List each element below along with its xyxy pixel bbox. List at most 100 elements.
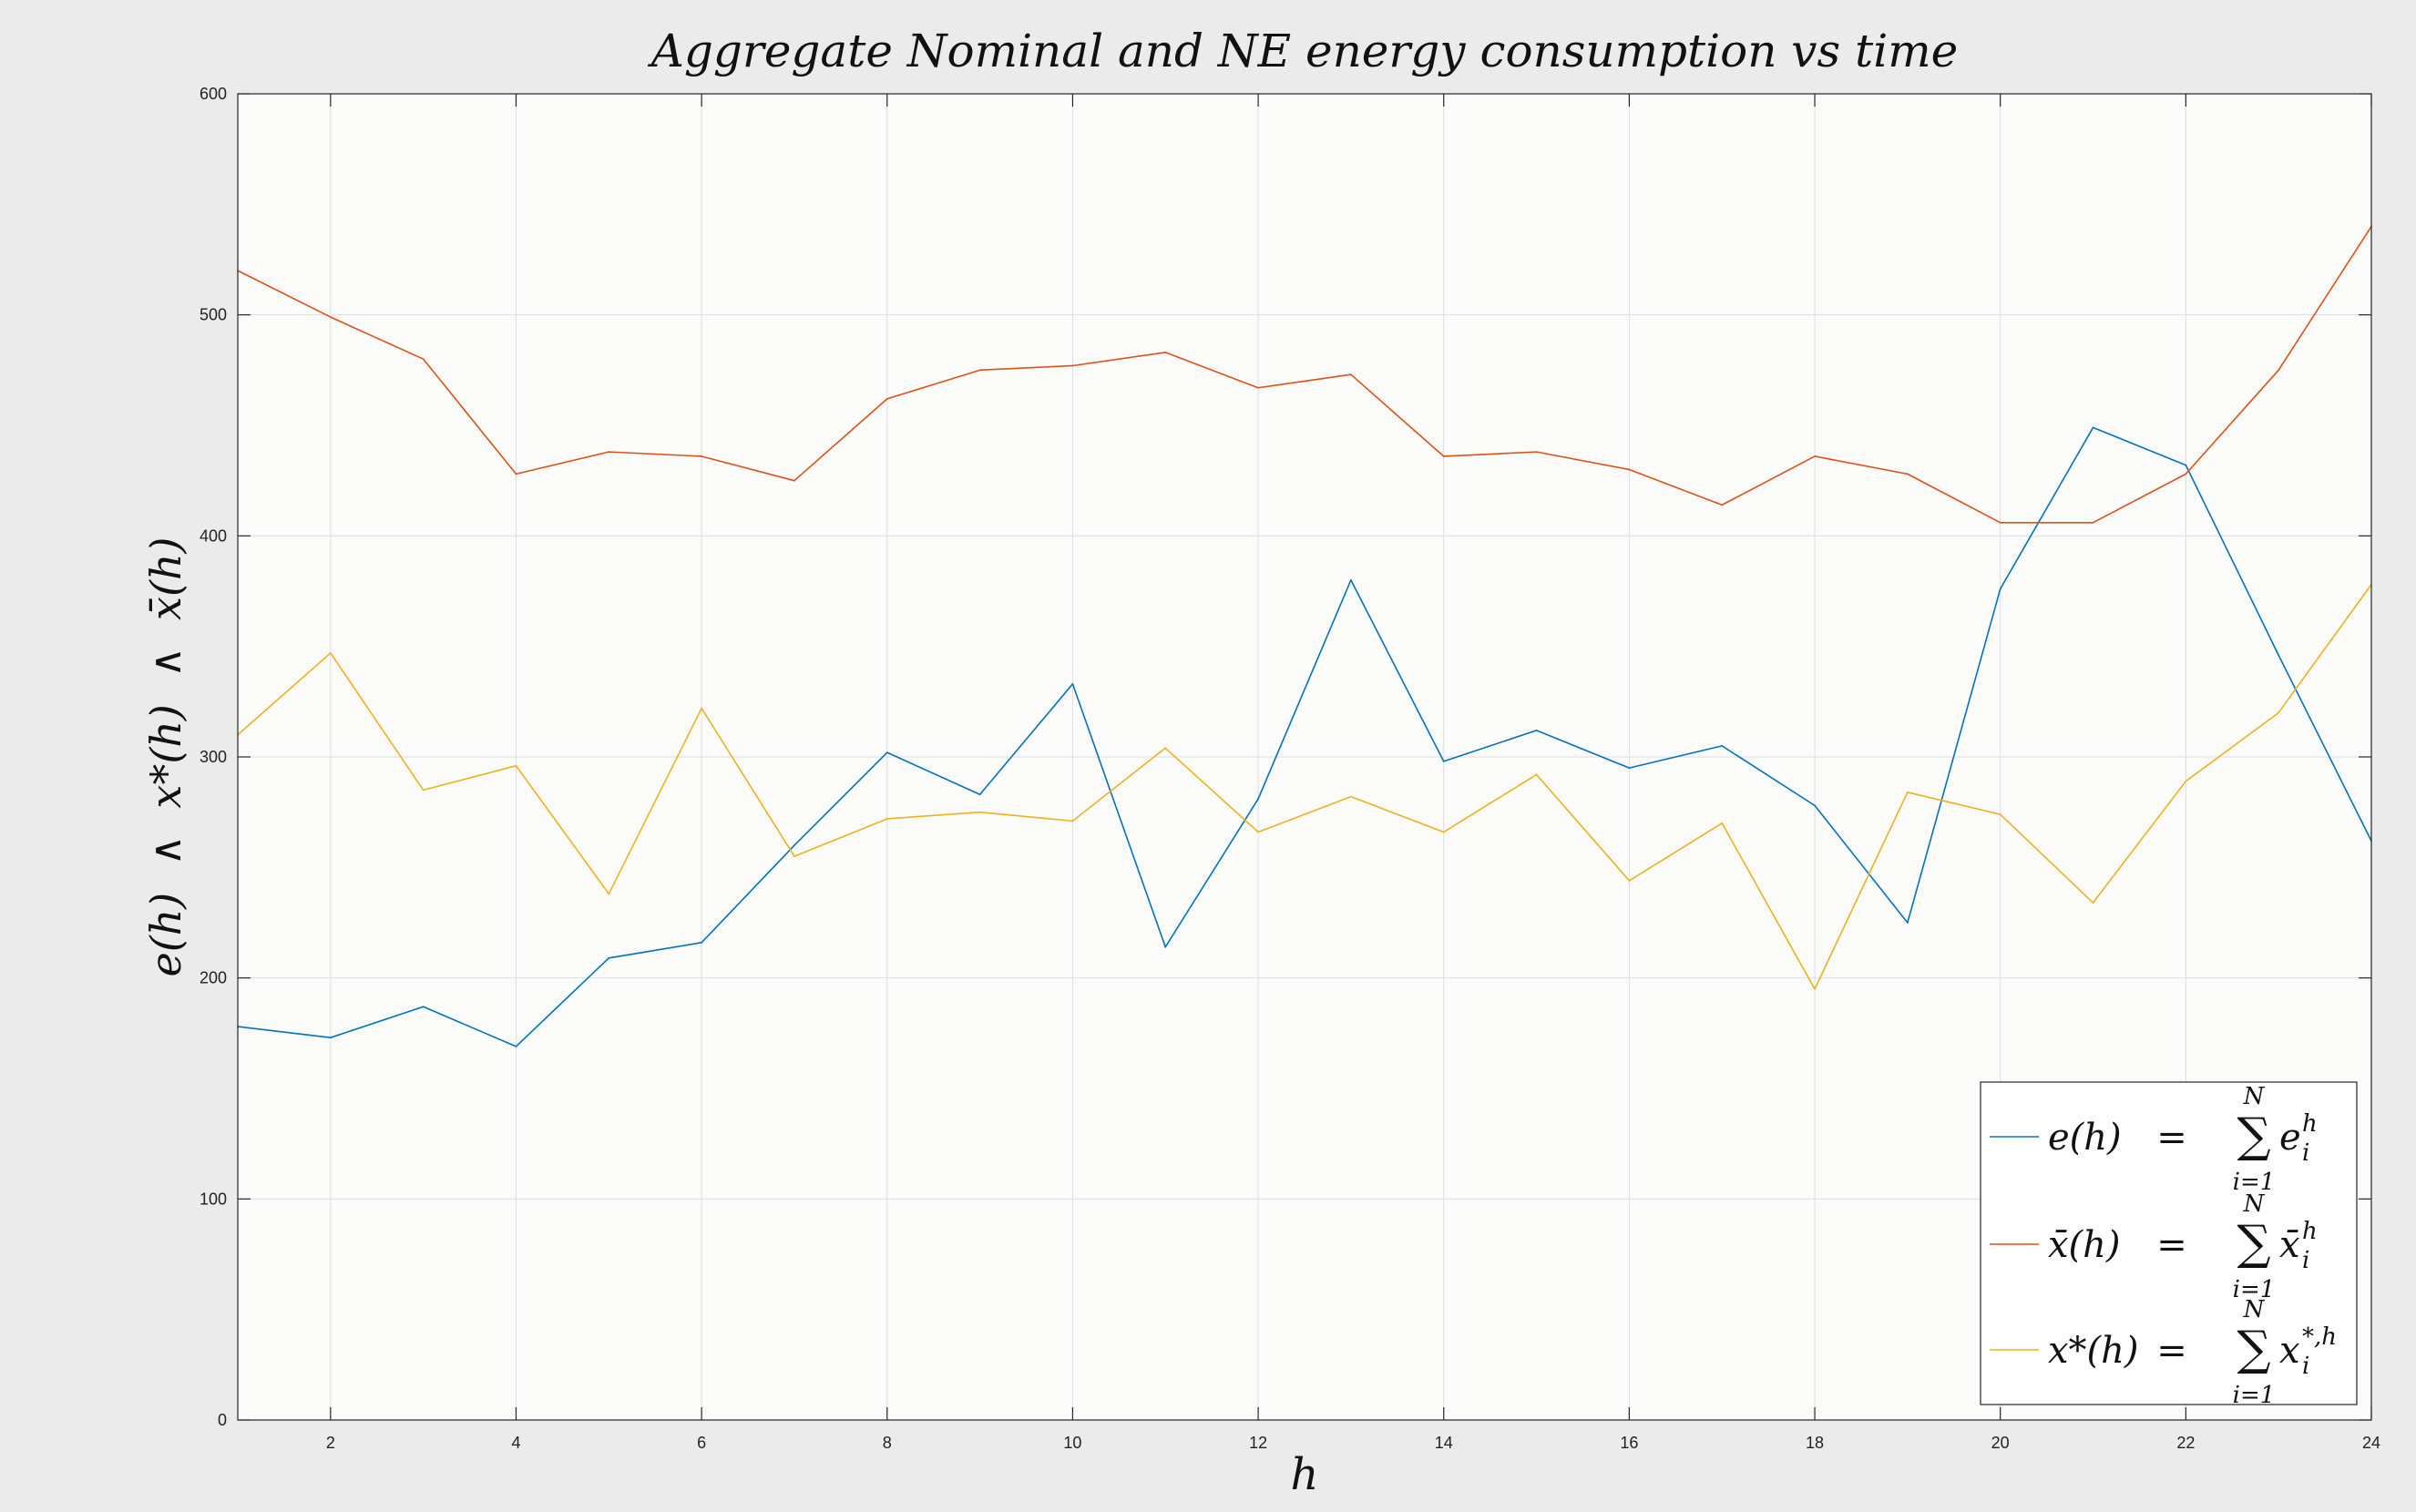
x-tick-label: 18	[1806, 1434, 1824, 1452]
data-point	[422, 358, 425, 361]
data-point	[701, 455, 703, 457]
series-layer	[237, 225, 2372, 1047]
legend-term-base: e	[2279, 1117, 2301, 1159]
data-point	[2185, 780, 2187, 782]
data-point	[1906, 922, 1909, 924]
legend-term-base: x̄	[2279, 1224, 2300, 1266]
legend-term-base: x	[2279, 1330, 2300, 1372]
x-tick-label: 12	[1249, 1434, 1267, 1452]
legend-term-sub: i	[2302, 1139, 2309, 1167]
data-point	[2092, 426, 2094, 429]
legend-equals: =	[2156, 1330, 2187, 1372]
data-point	[2185, 464, 2187, 466]
series-line-3	[237, 584, 2372, 990]
data-point	[1071, 364, 1074, 367]
data-point	[329, 316, 332, 318]
data-point	[1999, 521, 2001, 524]
data-point	[1350, 373, 1352, 376]
data-point	[1906, 791, 1909, 793]
legend-entry-2: x̄(h) = N∑ i=1x̄ hi	[1990, 1190, 2318, 1303]
legend-box	[1980, 1081, 2358, 1405]
data-point	[1814, 804, 1816, 807]
data-point	[1628, 879, 1631, 882]
legend-lhs: e(h)	[2048, 1117, 2122, 1159]
legend-sum-bottom: i=1	[2233, 1169, 2276, 1196]
data-point	[2278, 369, 2280, 372]
data-point	[1628, 767, 1631, 770]
data-point	[1164, 352, 1167, 353]
data-point	[422, 789, 425, 792]
summation-icon: ∑	[2237, 1216, 2270, 1271]
y-tick-label: 600	[200, 85, 227, 103]
legend-sum-top: N	[2243, 1296, 2266, 1323]
data-point	[1071, 683, 1074, 685]
x-tick-label: 2	[326, 1434, 335, 1452]
y-tick-label: 400	[200, 526, 227, 545]
data-point	[886, 751, 888, 754]
data-point	[1350, 578, 1352, 581]
data-point	[1257, 798, 1259, 801]
x-tick-label: 14	[1435, 1434, 1453, 1452]
x-tick-label: 22	[2176, 1434, 2195, 1452]
y-tick-label: 0	[218, 1411, 227, 1429]
x-tick-label: 8	[883, 1434, 892, 1452]
legend-term-sup: *,h	[2302, 1323, 2337, 1351]
data-point	[1535, 773, 1538, 776]
data-point	[701, 941, 703, 944]
x-tick-label: 10	[1063, 1434, 1081, 1452]
y-tick-label: 300	[200, 748, 227, 766]
data-point	[515, 1045, 517, 1047]
data-point	[608, 956, 610, 959]
y-tick-label: 500	[200, 306, 227, 324]
data-point	[1164, 747, 1167, 750]
summation-icon: ∑	[2237, 1108, 2270, 1163]
data-point	[978, 811, 981, 813]
data-point	[422, 1006, 425, 1008]
legend-sum-bottom: i=1	[2233, 1382, 2276, 1409]
data-point	[1442, 831, 1445, 833]
data-point	[1721, 822, 1724, 824]
data-point	[1535, 729, 1538, 731]
data-point	[701, 707, 703, 710]
data-point	[1257, 831, 1259, 833]
data-point	[1721, 504, 1724, 506]
legend-term-sub: i	[2302, 1247, 2309, 1274]
data-point	[2092, 902, 2094, 904]
data-point	[1164, 945, 1167, 948]
data-point	[1535, 451, 1538, 454]
data-point	[1442, 455, 1445, 457]
data-point	[1257, 386, 1259, 389]
x-tick-label: 4	[511, 1434, 520, 1452]
x-tick-label: 20	[1991, 1434, 2010, 1452]
data-point	[1814, 987, 1816, 990]
y-axis-label: e(h) ∧ x*(h) ∧ x̄(h)	[141, 537, 190, 977]
data-point	[978, 793, 981, 796]
data-point	[886, 818, 888, 820]
legend-entry-3: x*(h) = N∑ i=1x *,hi	[1990, 1296, 2337, 1409]
legend-lhs: x*(h)	[2048, 1330, 2139, 1372]
x-tick-label: 6	[697, 1434, 706, 1452]
data-point	[329, 1037, 332, 1039]
data-point	[2278, 711, 2280, 714]
data-point	[793, 479, 795, 482]
legend-entry-1: e(h) = N∑ i=1e hi	[1990, 1083, 2318, 1196]
data-point	[1999, 813, 2001, 815]
legend-lhs: x̄(h)	[2048, 1224, 2121, 1266]
data-point	[978, 369, 981, 372]
data-point	[2092, 521, 2094, 524]
data-point	[1999, 587, 2001, 590]
data-point	[608, 451, 610, 454]
x-tick-label: 16	[1620, 1434, 1638, 1452]
data-point	[793, 855, 795, 858]
data-point	[515, 473, 517, 475]
data-point	[1071, 820, 1074, 822]
legend-equals: =	[2156, 1224, 2187, 1266]
data-point	[1442, 760, 1445, 762]
data-point	[886, 397, 888, 400]
legend-term-sup: h	[2302, 1110, 2318, 1138]
data-point	[1906, 473, 1909, 475]
data-point	[329, 652, 332, 654]
data-point	[608, 893, 610, 895]
legend: e(h) =N∑i=1e hix̄(h) =N∑i=1x̄ hix*(h) =N∑i=1x…	[1980, 1081, 2358, 1409]
